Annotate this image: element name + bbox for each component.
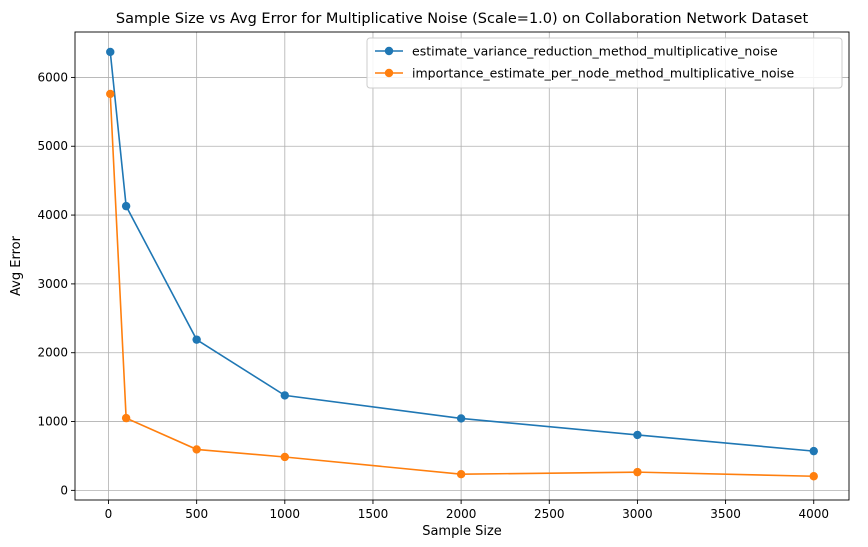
data-point [633, 467, 642, 477]
data-point [106, 47, 115, 57]
data-point [192, 445, 201, 454]
data-point [280, 452, 290, 462]
y-tick-label: 1000 [37, 415, 68, 429]
legend-marker [384, 68, 394, 78]
y-tick-label: 5000 [37, 139, 68, 153]
data-point [456, 469, 466, 479]
data-point [456, 414, 466, 423]
chart-title: Sample Size vs Avg Error for Multiplicat… [116, 11, 809, 27]
data-point [121, 413, 131, 423]
data-point [809, 446, 818, 456]
data-point [192, 335, 201, 344]
grid [75, 32, 849, 500]
data-point [633, 430, 642, 440]
plot-frame [74, 31, 850, 501]
x-tick-label: 1500 [358, 507, 389, 521]
data-point [280, 391, 290, 400]
x-tick-label: 500 [185, 507, 208, 521]
y-tick-label: 2000 [37, 346, 68, 360]
y-tick-label: 3000 [37, 277, 68, 291]
data-point [809, 472, 818, 481]
y-tick-label: 4000 [37, 208, 68, 222]
x-tick-label: 3000 [622, 507, 653, 521]
x-axis-label: Sample Size [422, 524, 502, 539]
series-layer [106, 47, 818, 481]
legend-marker [384, 46, 394, 56]
series-line [109, 51, 814, 452]
x-tick-label: 2000 [446, 507, 477, 521]
legend-box [366, 37, 843, 89]
legend: estimate_variance_reduction_method_multi… [366, 37, 843, 89]
x-tick-label: 3500 [710, 507, 741, 521]
x-tick-label: 0 [105, 507, 113, 521]
legend-label: importance_estimate_per_node_method_mult… [412, 66, 795, 81]
y-tick-label: 6000 [37, 70, 68, 84]
y-axis-label: Avg Error [9, 235, 24, 296]
x-tick-label: 2500 [534, 507, 565, 521]
x-axis: 0 500 1000 1500 2000 2500 3000 3500 4000 [105, 500, 829, 521]
x-tick-label: 1000 [270, 507, 301, 521]
data-point [121, 201, 131, 211]
series-2 [106, 89, 818, 481]
x-tick-label: 4000 [798, 507, 829, 521]
data-point [106, 89, 115, 99]
legend-label: estimate_variance_reduction_method_multi… [412, 44, 778, 59]
y-tick-label: 0 [60, 483, 68, 497]
y-axis: 0 1000 2000 3000 4000 5000 6000 [37, 70, 75, 497]
series-1 [106, 47, 818, 456]
